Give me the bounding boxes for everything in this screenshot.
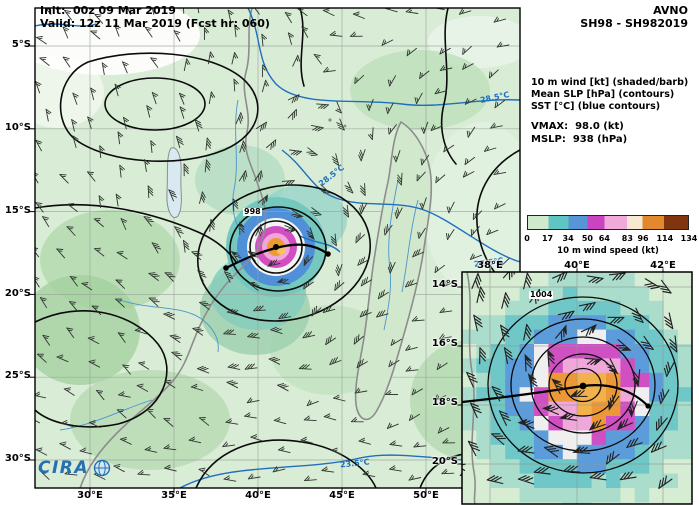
storm-center-dot <box>273 244 279 250</box>
lat-label-10s: 10°S <box>4 122 31 133</box>
lon-label-50e: 50°E <box>413 490 439 501</box>
wind-barbs-layer <box>35 8 510 482</box>
wind-speed-colorbar <box>527 215 689 230</box>
lat-label-20s: 20°S <box>4 288 31 299</box>
wind-shading-cells <box>462 272 692 504</box>
colorbar-tick: 34 <box>562 234 574 243</box>
inset-lat-label-20s: 20°S <box>431 456 458 467</box>
globe-icon <box>93 459 111 477</box>
lake <box>166 147 182 218</box>
coastline-africa <box>79 8 267 488</box>
inset-storm-track <box>462 382 651 409</box>
mslp-value: MSLP: 938 (hPa) <box>531 134 628 145</box>
inset-lat-label-14s: 14°S <box>431 279 458 290</box>
inset-lon-label-42e: 42°E <box>650 260 676 271</box>
slp-label-998: 998 <box>243 207 262 216</box>
main-map-ticks <box>30 45 427 493</box>
lat-label-25s: 25°S <box>4 370 31 381</box>
inset-lon-label-38e: 38°E <box>477 260 503 271</box>
valid-time-label: Valid: 12z 11 Mar 2019 (Fcst hr: 060) <box>40 17 270 30</box>
lon-label-40e: 40°E <box>245 490 271 501</box>
cira-logo-text: CIRA <box>38 458 90 478</box>
legend-sst-line: SST [°C] (blue contours) <box>531 101 661 112</box>
inset-lat-label-16s: 16°S <box>431 338 458 349</box>
colorbar-tick: 114 <box>656 234 674 243</box>
coastline-madagascar <box>354 120 433 421</box>
legend-slp-line: Mean SLP [hPa] (contours) <box>531 89 675 100</box>
main-map-border <box>34 7 521 489</box>
colorbar-tick: 64 <box>598 234 610 243</box>
colorbar-tick: 134 <box>680 234 698 243</box>
colorbar-tick: 17 <box>541 234 554 243</box>
wind-shading-light-patches <box>35 8 520 298</box>
lon-label-30e: 30°E <box>77 490 103 501</box>
island-dot <box>343 124 347 128</box>
colorbar-label: 10 m wind speed (kt) <box>557 246 659 256</box>
init-time-label: Init: 00z 09 Mar 2019 <box>40 4 176 17</box>
inset-ticks <box>457 267 664 465</box>
colorbar-tick: 83 <box>621 234 633 243</box>
cira-logo: CIRA <box>38 458 111 478</box>
coastlines <box>79 8 433 488</box>
storm-id: SH98 - SH982019 <box>580 17 688 30</box>
colorbar-ticks: 0 17 34 50 64 83 96 114 134 <box>524 234 697 244</box>
lat-label-15s: 15°S <box>4 205 31 216</box>
inset-wind-barbs-layer <box>462 272 678 489</box>
legend-wind-line: 10 m wind [kt] (shaded/barb) <box>531 77 689 88</box>
colorbar-tick: 50 <box>581 234 594 243</box>
lat-label-30s: 30°S <box>4 453 31 464</box>
colorbar-tick: 96 <box>637 234 649 243</box>
inset-map <box>462 272 692 504</box>
vmax-value: VMAX: 98.0 (kt) <box>531 121 624 132</box>
lon-label-45e: 45°E <box>329 490 355 501</box>
inset-slp-label-1004: 1004 <box>529 290 554 299</box>
colorbar-tick: 0 <box>524 234 530 243</box>
inset-lat-label-18s: 18°S <box>431 397 458 408</box>
island-dot <box>328 118 332 122</box>
lat-label-5s: 5°S <box>11 39 31 50</box>
inset-grid <box>462 272 692 504</box>
inset-lon-label-40e: 40°E <box>564 260 590 271</box>
model-name: AVNO <box>653 4 688 17</box>
inset-storm-center-dot <box>579 382 587 390</box>
storm-track <box>223 243 331 271</box>
lon-label-35e: 35°E <box>161 490 187 501</box>
main-map <box>35 8 520 488</box>
main-map-grid <box>35 8 520 488</box>
